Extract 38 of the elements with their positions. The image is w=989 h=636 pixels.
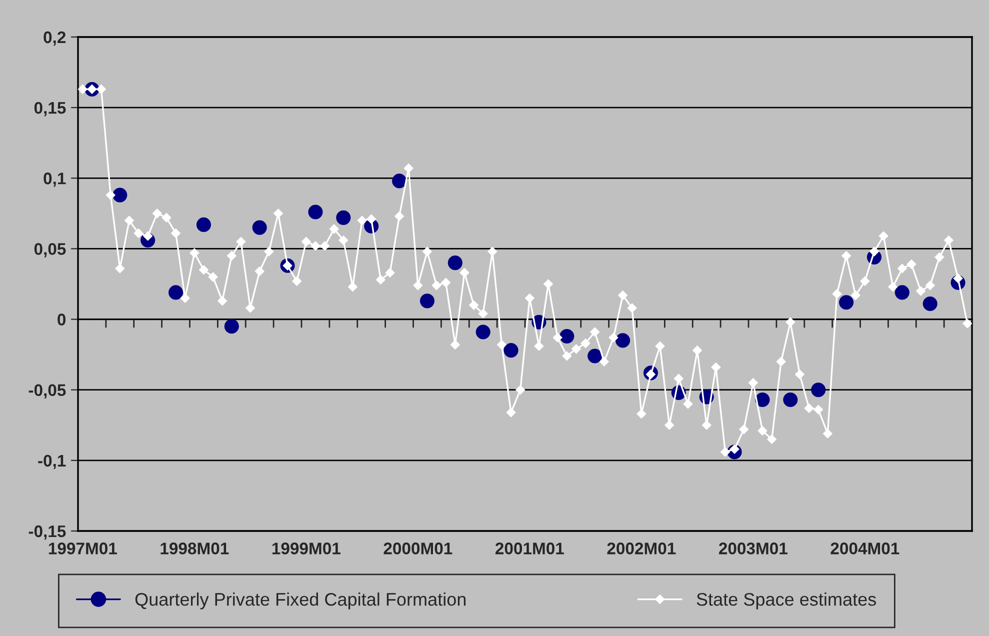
point bbox=[392, 174, 407, 188]
point bbox=[420, 294, 435, 308]
x-tick-label: 1998M01 bbox=[160, 542, 229, 554]
point bbox=[783, 392, 798, 408]
y-tick-label: 0,2 bbox=[44, 31, 66, 46]
point bbox=[448, 256, 462, 270]
point bbox=[504, 343, 518, 358]
legend-label: State Space estimates bbox=[696, 592, 876, 610]
point bbox=[588, 348, 602, 364]
point bbox=[196, 217, 212, 232]
y-tick-label: 0,15 bbox=[34, 102, 66, 116]
y-tick-label: -0,05 bbox=[28, 384, 66, 398]
y-tick-label: 0,05 bbox=[34, 243, 66, 258]
x-tick-label: 2001M01 bbox=[495, 542, 564, 554]
x-tick-label: 2002M01 bbox=[607, 542, 676, 554]
point bbox=[476, 324, 490, 340]
y-tick-label: 0,1 bbox=[44, 172, 66, 187]
point bbox=[560, 328, 574, 344]
point bbox=[922, 296, 938, 312]
legend-label: Quarterly Private Fixed Capital Formation bbox=[135, 592, 466, 610]
point bbox=[112, 188, 128, 202]
point bbox=[336, 210, 351, 225]
point bbox=[811, 382, 826, 398]
point bbox=[168, 285, 184, 300]
x-tick-label: 1999M01 bbox=[272, 542, 340, 554]
y-tick-label: -0,1 bbox=[38, 454, 66, 470]
x-tick-label: 2004M01 bbox=[830, 542, 900, 554]
point bbox=[224, 319, 239, 334]
y-tick-label: 0 bbox=[58, 314, 66, 326]
point bbox=[894, 285, 910, 300]
point bbox=[839, 295, 854, 310]
point bbox=[252, 220, 267, 235]
y-tick-label: -0,15 bbox=[28, 525, 66, 540]
x-tick-label: 2000M01 bbox=[384, 542, 452, 554]
x-tick-label: 2003M01 bbox=[718, 542, 788, 554]
x-tick-label: 1997M01 bbox=[48, 542, 117, 554]
point bbox=[615, 333, 630, 348]
point bbox=[308, 204, 323, 220]
